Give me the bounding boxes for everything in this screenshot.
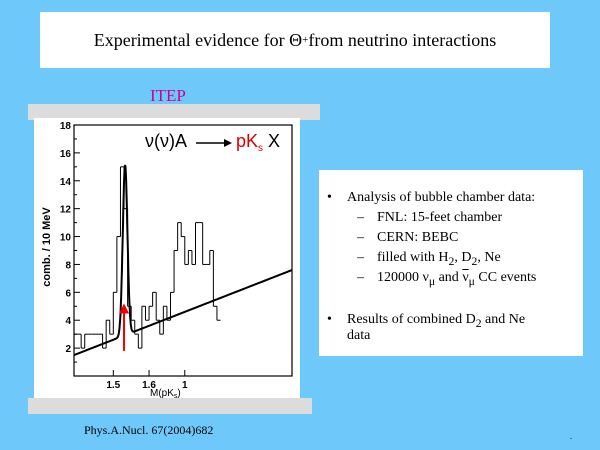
info-sub-4-d: ν bbox=[462, 270, 469, 285]
y-tick-label: 4 bbox=[65, 316, 71, 327]
x-axis-label-sub: s bbox=[174, 393, 178, 400]
x-axis-label-main: M(pK bbox=[150, 388, 174, 399]
y-tick-label: 8 bbox=[65, 260, 71, 271]
y-tick-label: 2 bbox=[65, 344, 71, 355]
info-sub-4-a: 120000 ν bbox=[377, 270, 429, 285]
bullet-icon: • bbox=[327, 190, 332, 205]
plot-frame-bottom bbox=[28, 398, 312, 414]
dash-icon: – bbox=[357, 270, 364, 285]
slide-title-main: Experimental evidence for Θ bbox=[93, 29, 303, 50]
y-tick-label: 18 bbox=[60, 121, 72, 132]
dash-icon: – bbox=[357, 230, 364, 245]
chart-axes bbox=[73, 124, 293, 377]
x-tick-label: 1.6 bbox=[142, 380, 156, 391]
info-panel: • Analysis of bubble chamber data: – FNL… bbox=[319, 170, 583, 356]
bullet-icon: • bbox=[327, 312, 332, 327]
x-tick-label: 1.5 bbox=[106, 380, 120, 391]
reaction-rhs-tail: X bbox=[263, 131, 280, 151]
plot-frame-top bbox=[28, 104, 320, 120]
info-bullet-2-line2: data bbox=[347, 328, 371, 343]
info-sub-3-b: 2 bbox=[448, 254, 455, 268]
info-sub-3: filled with H2, D2, Ne bbox=[377, 250, 501, 268]
reaction-rhs: pKs X bbox=[236, 131, 280, 154]
info-bullet-2-b: 2 bbox=[475, 316, 482, 330]
fit-line bbox=[73, 164, 293, 356]
y-axis-label: comb. / 10 MeV bbox=[41, 207, 53, 287]
info-sub-2: CERN: BEBC bbox=[377, 230, 459, 245]
peak-arrow-icon bbox=[119, 303, 130, 351]
slide-title-sup: + bbox=[302, 34, 309, 46]
x-axis-label: M(pKs) bbox=[150, 388, 181, 400]
info-sub-1: FNL: 15-feet chamber bbox=[377, 210, 503, 225]
slide-title-rest: from neutrino interactions bbox=[308, 29, 497, 50]
reaction-rhs-sub: s bbox=[258, 143, 263, 154]
info-sub-3-d: 2 bbox=[471, 254, 478, 268]
info-sub-4: 120000 νμ and νμ CC events bbox=[377, 270, 536, 288]
page-marker: . bbox=[570, 432, 572, 441]
reaction-arrow-icon bbox=[196, 139, 232, 147]
info-sub-3-e: , Ne bbox=[477, 250, 501, 265]
citation: Phys.A.Nucl. 67(2004)682 bbox=[84, 423, 214, 437]
fit-curve bbox=[73, 164, 293, 356]
dash-icon: – bbox=[357, 250, 364, 265]
info-sub-4-c: and bbox=[435, 270, 463, 285]
y-tick-label: 12 bbox=[60, 205, 72, 216]
y-tick-label: 14 bbox=[60, 177, 72, 188]
info-sub-4-e: μ bbox=[468, 274, 475, 288]
info-sub-3-a: filled with H bbox=[377, 250, 449, 265]
info-bullet-2-a: Results of combined D bbox=[347, 312, 476, 327]
reaction-rhs-main: pK bbox=[236, 131, 258, 151]
y-tick-label: 16 bbox=[60, 149, 72, 160]
info-bullet-2: Results of combined D2 and Ne bbox=[347, 312, 525, 330]
dash-icon: – bbox=[357, 210, 364, 225]
arrow-head bbox=[119, 303, 130, 314]
info-bullet-1: Analysis of bubble chamber data: bbox=[347, 190, 536, 205]
info-sub-4-f: CC events bbox=[474, 270, 537, 285]
histogram-bars bbox=[74, 166, 221, 349]
reaction-lhs: ν(ν)A bbox=[145, 131, 187, 151]
group-label: ITEP bbox=[150, 86, 186, 105]
axis-ticks: 2 4 6 8 10 12 14 16 18 1.5 1.6 1 bbox=[60, 121, 188, 391]
info-bullet-2-c: and Ne bbox=[481, 312, 526, 327]
x-tick-label: 1 bbox=[182, 380, 188, 391]
slide-title: Experimental evidence for Θ + from neutri… bbox=[40, 12, 550, 68]
info-sub-3-c: , D bbox=[454, 250, 472, 265]
plot-frame bbox=[73, 124, 293, 377]
y-tick-label: 10 bbox=[60, 233, 72, 244]
x-axis-label-tail: ) bbox=[177, 388, 180, 399]
y-tick-label: 6 bbox=[65, 288, 71, 299]
info-sub-4-b: μ bbox=[428, 274, 436, 288]
